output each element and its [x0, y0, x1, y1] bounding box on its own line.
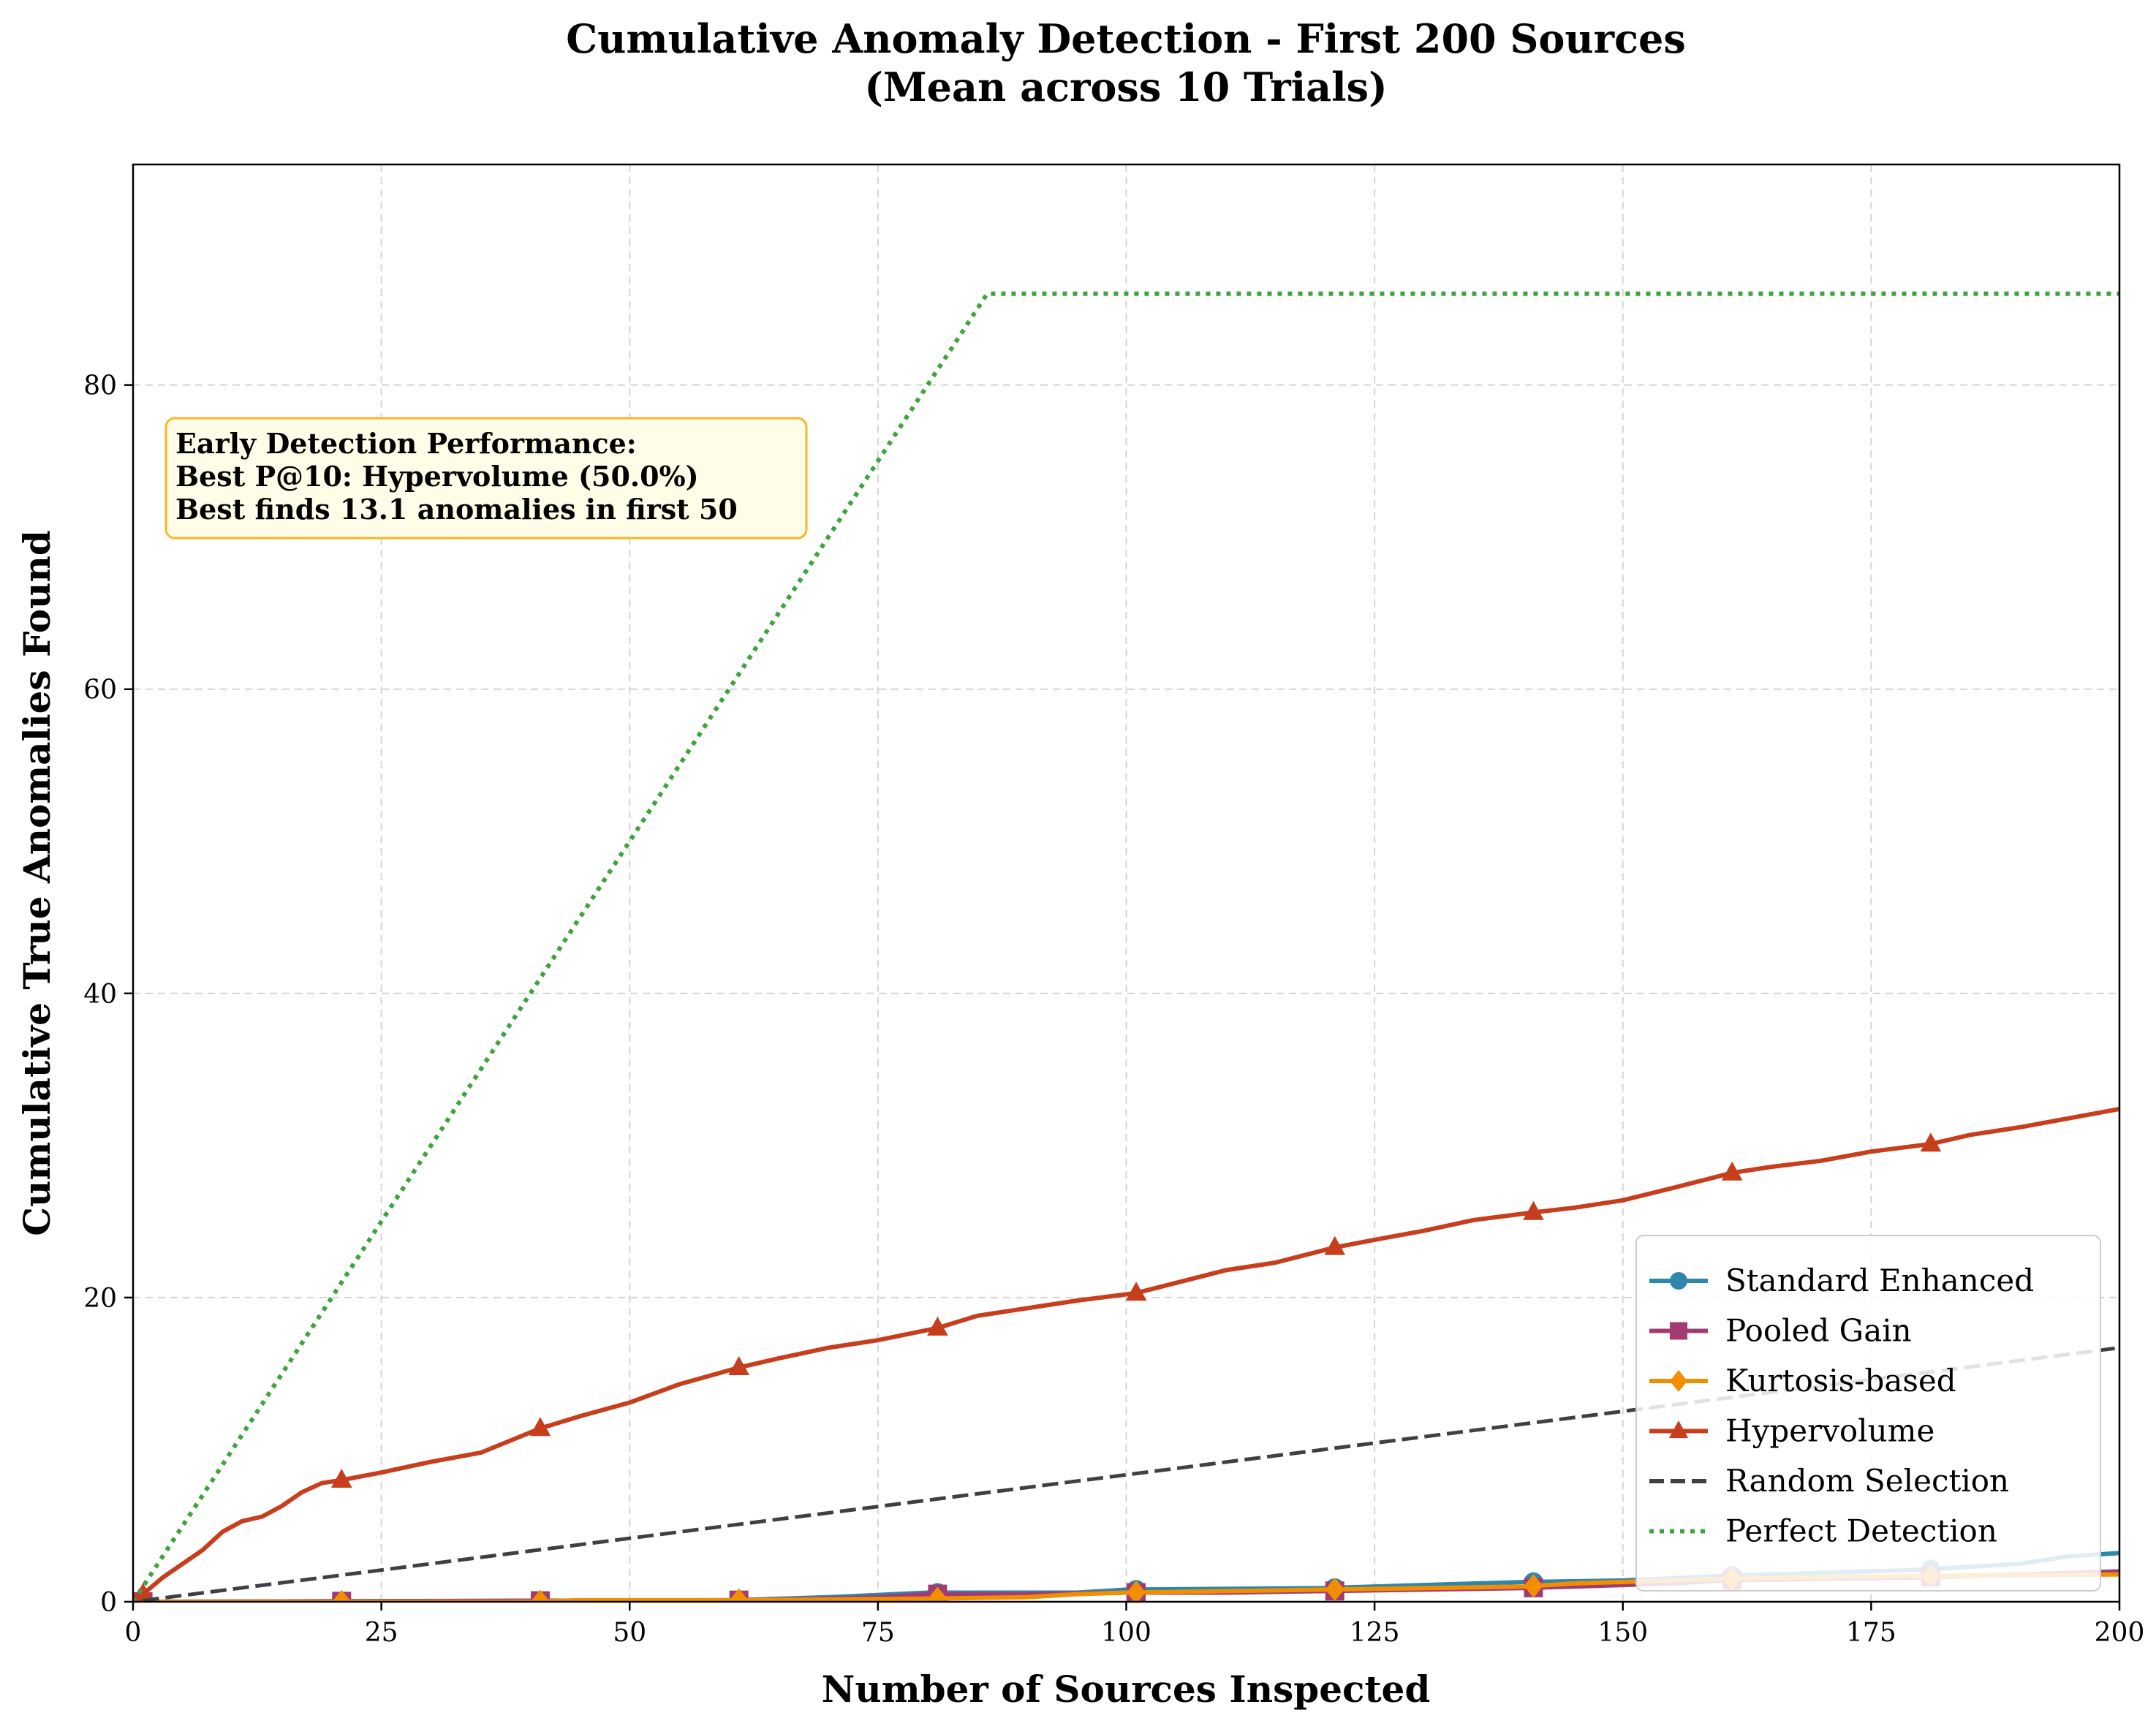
marker-hypervolume: [133, 1582, 154, 1602]
annotation-line-1: Early Detection Performance:: [175, 427, 637, 460]
y-tick-label: 60: [83, 676, 117, 705]
legend-label: Random Selection: [1725, 1463, 2009, 1499]
x-tick-label: 50: [613, 1618, 646, 1648]
legend-box: [1635, 1235, 2101, 1592]
ticks: 0 25 50 75 100 125 150 175 200 0 20 40 60 80: [83, 371, 2144, 1648]
legend-label: Standard Enhanced: [1725, 1263, 2034, 1298]
annotation-line-3: Best finds 13.1 anomalies in first 50: [175, 493, 738, 526]
marker-kurtosis-based: [928, 1586, 947, 1602]
series-line-perfect-detection: [133, 291, 2119, 1602]
y-tick-label: 20: [83, 1284, 117, 1314]
marker-kurtosis-based: [1127, 1581, 1146, 1602]
marker-kurtosis-based: [1524, 1574, 1543, 1598]
y-tick-label: 40: [83, 980, 117, 1010]
legend-marker: [1670, 1322, 1687, 1340]
marker-hypervolume: [1721, 1161, 1743, 1181]
legend-item-pooled-gain: Pooled Gain: [1649, 1313, 1912, 1349]
marker-hypervolume: [529, 1417, 551, 1437]
marker-hypervolume: [1125, 1282, 1147, 1301]
x-tick-label: 0: [125, 1618, 142, 1648]
legend-label: Hypervolume: [1725, 1413, 1934, 1449]
legend-marker: [1670, 1272, 1687, 1290]
legend-item-random-selection: Random Selection: [1649, 1463, 2009, 1499]
marker-kurtosis-based: [530, 1589, 550, 1602]
marker-hypervolume: [927, 1316, 948, 1336]
legend-item-kurtosis-based: Kurtosis-based: [1649, 1363, 1956, 1399]
legend-item-perfect-detection: Perfect Detection: [1649, 1513, 1997, 1549]
x-tick-label: 125: [1350, 1618, 1400, 1648]
y-tick-label: 0: [100, 1588, 117, 1618]
x-tick-label: 25: [365, 1618, 398, 1648]
annotation-line-2: Best P@10: Hypervolume (50.0%): [175, 460, 699, 493]
x-tick-label: 150: [1597, 1618, 1648, 1648]
legend: Standard Enhanced Pooled Gain Kurtosis-bas…: [1635, 1235, 2101, 1592]
legend-item-hypervolume: Hypervolume: [1649, 1413, 1934, 1449]
marker-hypervolume: [1920, 1132, 1942, 1152]
chart-title-line-2: (Mean across 10 Trials): [864, 64, 1387, 110]
marker-hypervolume: [1523, 1200, 1544, 1220]
chart-title-line-1: Cumulative Anomaly Detection - First 200…: [566, 15, 1686, 62]
legend-marker: [1668, 1420, 1689, 1439]
legend-label: Perfect Detection: [1725, 1513, 1997, 1549]
marker-kurtosis-based: [729, 1588, 749, 1602]
x-tick-label: 75: [861, 1618, 895, 1648]
x-tick-label: 100: [1101, 1618, 1151, 1648]
x-axis-label: Number of Sources Inspected: [822, 1668, 1431, 1711]
marker-hypervolume: [1324, 1235, 1346, 1255]
legend-label: Pooled Gain: [1725, 1313, 1912, 1349]
annotation-box: Early Detection Performance: Best P@10: …: [164, 417, 808, 540]
marker-kurtosis-based: [1325, 1577, 1344, 1602]
legend-marker: [1670, 1370, 1687, 1392]
x-tick-label: 200: [2095, 1618, 2145, 1648]
series-hypervolume: [133, 1106, 2119, 1602]
series-perfect-detection: [133, 291, 2119, 1602]
marker-hypervolume: [728, 1356, 749, 1376]
legend-label: Kurtosis-based: [1725, 1363, 1956, 1399]
y-tick-label: 80: [83, 371, 117, 401]
marker-kurtosis-based: [332, 1589, 352, 1602]
marker-hypervolume: [330, 1468, 352, 1488]
y-axis-label: Cumulative True Anomalies Found: [15, 530, 58, 1236]
legend-item-standard-enhanced: Standard Enhanced: [1649, 1263, 2034, 1298]
x-tick-label: 175: [1846, 1618, 1896, 1648]
